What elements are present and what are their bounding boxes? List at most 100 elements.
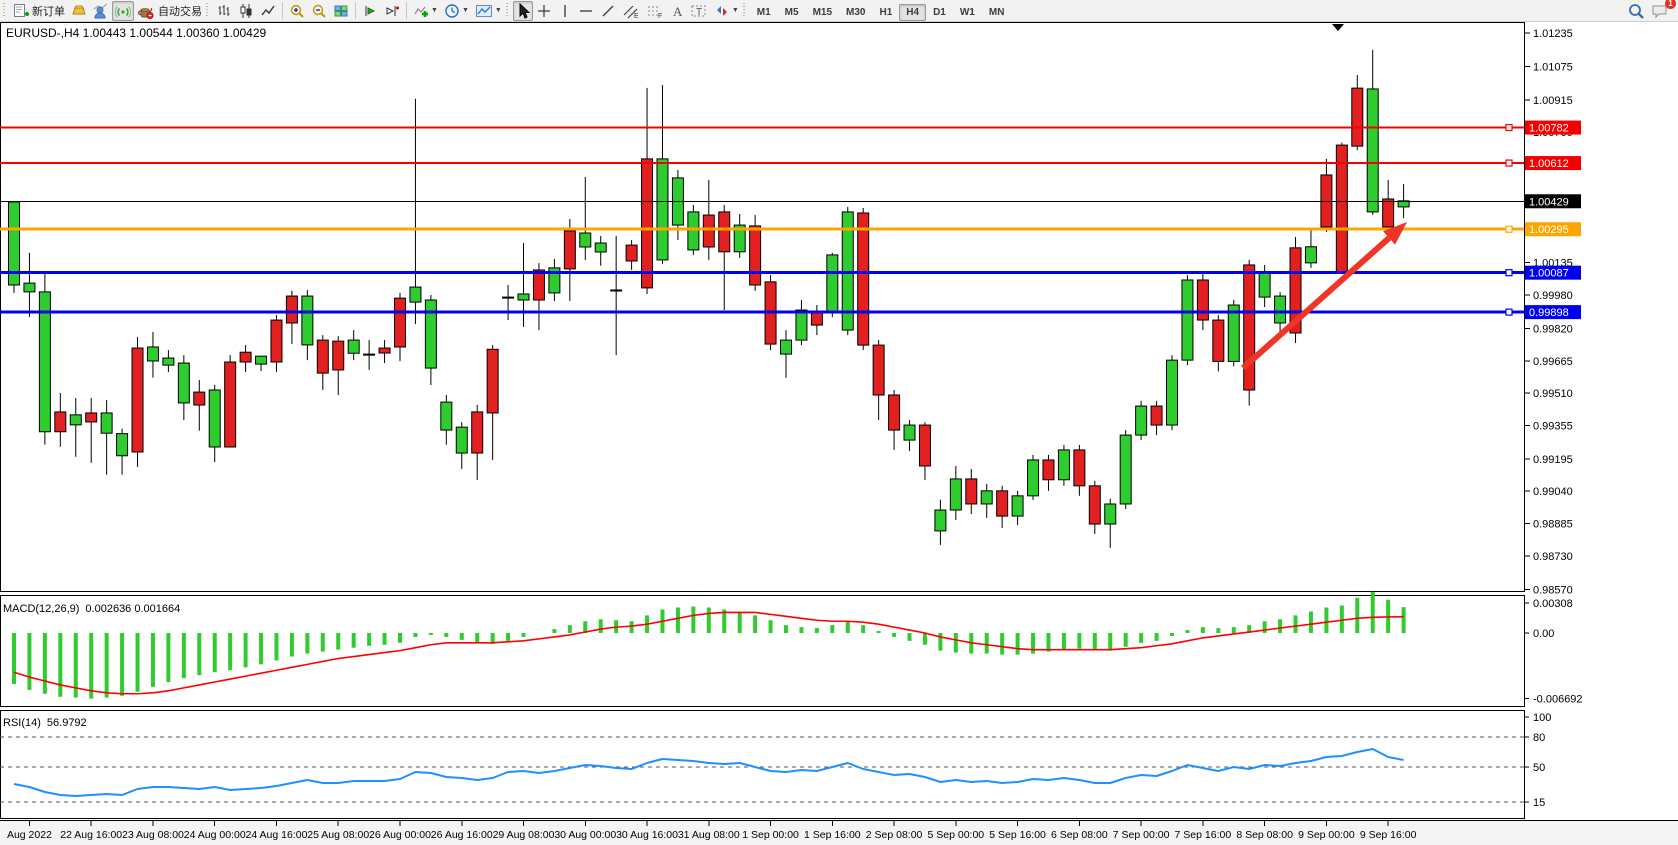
candle (949, 478, 962, 511)
autotrading-icon (137, 7, 154, 19)
timeframe-button-D1[interactable]: D1 (933, 6, 946, 18)
fibonacci-tool-button[interactable]: F (643, 1, 667, 21)
arrows-tool-button[interactable]: ▼ (711, 1, 742, 21)
candle (532, 269, 545, 301)
hline-handle (1505, 225, 1513, 233)
cursor-tool-button[interactable] (512, 0, 533, 21)
templates-button[interactable]: ▼ (472, 1, 505, 21)
line-chart-button[interactable] (257, 1, 279, 21)
candle (270, 319, 283, 363)
signals-button[interactable] (90, 1, 112, 21)
chart-shift-button[interactable] (381, 1, 403, 21)
timeframe-button-H1[interactable]: H1 (879, 6, 893, 18)
signal-waves-icon (115, 5, 131, 18)
timeframe-button-M5[interactable]: M5 (784, 6, 799, 18)
price-axis-tick: 0.99195 (1533, 454, 1573, 466)
crosshair-tool-button[interactable] (533, 1, 555, 21)
autotrading-label: 自动交易 (158, 5, 202, 18)
time-axis-label: 6 Sep 08:00 (1051, 829, 1108, 841)
rsi-axis-tick: 50 (1533, 762, 1545, 774)
time-axis-label: 1 Sep 16:00 (804, 829, 861, 841)
time-axis-label: 26 Aug 00:00 (369, 829, 431, 841)
time-axis-label: 5 Sep 16:00 (989, 829, 1046, 841)
tile-windows-button[interactable] (330, 1, 352, 21)
zoom-out-button[interactable] (308, 1, 330, 21)
auto-scroll-button[interactable] (359, 1, 381, 21)
candle (332, 340, 345, 371)
candle (54, 411, 67, 433)
candle (857, 212, 870, 346)
timeframe-button-H4[interactable]: H4 (899, 3, 927, 21)
candle (239, 351, 252, 363)
vertical-line-tool-button[interactable] (555, 1, 575, 21)
candle (888, 394, 901, 431)
new-order-button[interactable]: 新订单 (10, 1, 68, 21)
zoom-in-button[interactable] (286, 1, 308, 21)
candle (903, 424, 916, 441)
candlestick-chart-button[interactable] (235, 1, 257, 21)
candle (1011, 495, 1024, 517)
rsi-value: 56.9792 (46, 717, 87, 729)
toolbar-grip (3, 3, 7, 18)
candle (1166, 359, 1178, 426)
candle (1057, 449, 1070, 481)
price-axis-tick: 1.00915 (1533, 95, 1573, 107)
candle (193, 391, 206, 406)
candle (749, 225, 762, 286)
candle (85, 412, 98, 423)
price-badge-text: 1.00295 (1529, 224, 1569, 236)
indicators-button[interactable]: ▼ (410, 1, 441, 21)
notification-badge: 1 (1665, 0, 1676, 9)
time-axis-label: 8 Sep 08:00 (1236, 829, 1293, 841)
toolbar-grip (742, 3, 747, 18)
candle (1304, 246, 1317, 264)
news-button[interactable] (112, 0, 134, 21)
arrow-objects-icon (716, 5, 727, 16)
gold-ingot-icon (72, 5, 86, 14)
toolbar-separator (406, 2, 407, 19)
candle (826, 254, 839, 313)
text-tool-button[interactable]: A (667, 1, 687, 21)
timeframe-button-M15[interactable]: M15 (812, 6, 833, 18)
price-badge (1525, 156, 1581, 171)
toolbar-separator (282, 2, 283, 19)
horizontal-line-tool-button[interactable] (575, 1, 597, 21)
timeframe-button-M30[interactable]: M30 (846, 6, 866, 18)
chart-canvas[interactable]: 1.012351.010751.009151.007601.004451.001… (0, 22, 1678, 845)
price-badge (1525, 120, 1581, 135)
candle (1382, 198, 1395, 228)
channel-tool-button[interactable]: E (619, 1, 643, 21)
macd-axis-tick: 0.00 (1533, 628, 1554, 640)
candle (1366, 88, 1379, 213)
notifications-button[interactable]: 1 (1648, 0, 1676, 21)
macd-axis-tick: -0.006692 (1533, 694, 1583, 706)
line-chart-icon (261, 5, 275, 15)
candle (100, 412, 113, 434)
candle (424, 299, 437, 369)
time-axis-label: 24 Aug 00:00 (184, 829, 246, 841)
search-button[interactable] (1624, 1, 1648, 21)
candle (301, 295, 314, 346)
indicators-caret: ▼ (431, 7, 438, 14)
cursor-icon (519, 2, 530, 19)
timeframe-button-M1[interactable]: M1 (756, 6, 771, 18)
timeframe-button-W1[interactable]: W1 (959, 6, 975, 18)
candle (1212, 319, 1225, 362)
candle (563, 230, 576, 270)
autotrading-button[interactable]: 自动交易 (134, 1, 205, 21)
periods-button[interactable]: ▼ (441, 1, 472, 21)
price-badge (1525, 265, 1581, 280)
candle (146, 346, 159, 362)
market-button[interactable] (68, 1, 90, 21)
candle (1119, 434, 1132, 505)
candle (224, 361, 237, 448)
bar-chart-button[interactable] (213, 1, 235, 21)
text-label-tool-button[interactable]: T (687, 1, 711, 21)
person-chart-icon (93, 3, 108, 18)
chart-window[interactable]: 1.012351.010751.009151.007601.004451.001… (0, 22, 1678, 845)
candle (8, 201, 20, 286)
timeframe-button-MN[interactable]: MN (988, 6, 1005, 18)
trendline-tool-button[interactable] (597, 1, 619, 21)
toolbar-separator (355, 2, 356, 19)
equidistant-channel-icon: E (623, 5, 639, 19)
